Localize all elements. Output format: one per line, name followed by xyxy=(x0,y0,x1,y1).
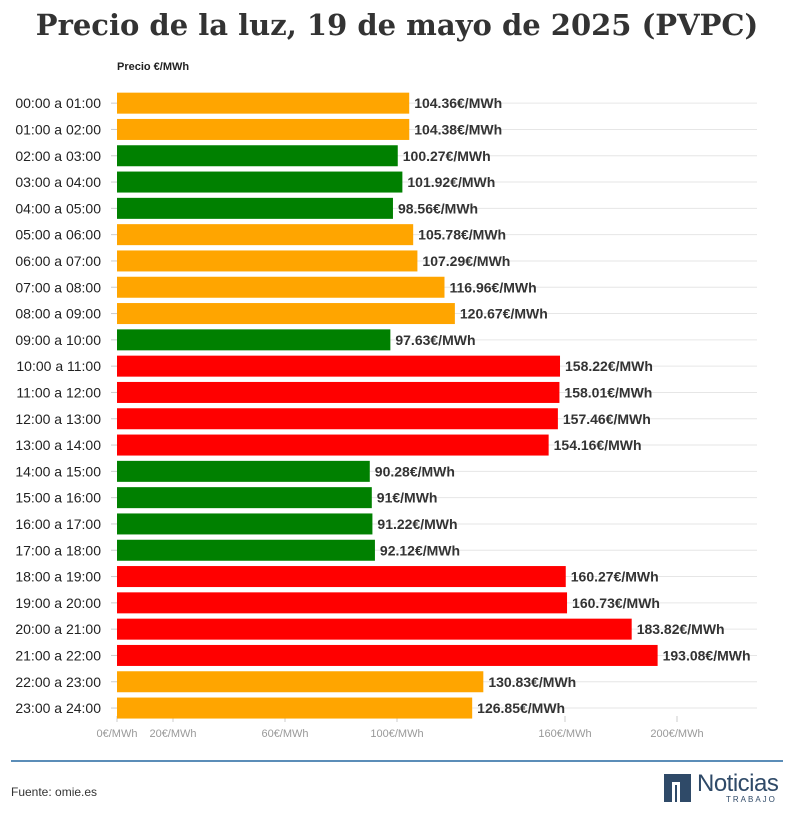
data-label: 105.78€/MWh xyxy=(418,227,506,243)
category-label: 12:00 a 13:00 xyxy=(15,411,101,427)
bar xyxy=(117,303,455,325)
bar xyxy=(117,697,473,719)
data-label: 126.85€/MWh xyxy=(477,700,565,716)
bar-chart: 0€/MWh 20€/MWh 60€/MWh 100€/MWh 160€/MWh 200€… xyxy=(15,92,757,740)
data-label: 91€/MWh xyxy=(377,490,438,506)
category-label: 01:00 a 02:00 xyxy=(15,121,101,137)
data-label: 101.92€/MWh xyxy=(407,174,495,190)
bar xyxy=(117,671,484,693)
bar xyxy=(117,145,398,167)
bar xyxy=(117,355,561,377)
brand-logo: Noticias TRABAJO xyxy=(664,770,786,805)
data-label: 158.01€/MWh xyxy=(564,384,652,400)
x-tick-label: 100€/MWh xyxy=(370,728,423,740)
category-label: 13:00 a 14:00 xyxy=(15,437,101,453)
category-label: 11:00 a 12:00 xyxy=(16,384,101,400)
data-label: 120.67€/MWh xyxy=(460,306,548,322)
category-label: 05:00 a 06:00 xyxy=(15,227,101,243)
data-label: 98.56€/MWh xyxy=(398,200,478,216)
x-tick-label: 20€/MWh xyxy=(149,728,196,740)
axis-label: Precio €/MWh xyxy=(117,61,190,73)
category-label: 09:00 a 10:00 xyxy=(15,332,101,348)
bar xyxy=(117,566,566,588)
category-label: 23:00 a 24:00 xyxy=(15,700,101,716)
category-label: 00:00 a 01:00 xyxy=(15,95,101,111)
bar xyxy=(117,513,373,535)
category-label: 08:00 a 09:00 xyxy=(15,306,101,322)
bar xyxy=(117,92,410,114)
bar xyxy=(117,408,558,430)
data-label: 183.82€/MWh xyxy=(637,621,725,637)
data-label: 130.83€/MWh xyxy=(488,674,576,690)
data-label: 100.27€/MWh xyxy=(403,148,491,164)
data-label: 104.36€/MWh xyxy=(414,95,502,111)
bar xyxy=(117,171,403,193)
category-label: 21:00 a 22:00 xyxy=(15,647,101,663)
data-label: 90.28€/MWh xyxy=(375,463,455,479)
brand-subtitle: TRABAJO xyxy=(726,795,777,804)
data-label: 193.08€/MWh xyxy=(663,647,751,663)
data-label: 160.73€/MWh xyxy=(572,595,660,611)
data-label: 158.22€/MWh xyxy=(565,358,653,374)
category-label: 02:00 a 03:00 xyxy=(15,148,101,164)
x-tick-label: 200€/MWh xyxy=(650,728,703,740)
data-label: 92.12€/MWh xyxy=(380,542,460,558)
footer-divider xyxy=(11,760,783,762)
category-label: 22:00 a 23:00 xyxy=(15,674,101,690)
bar xyxy=(117,539,375,561)
x-tick-label: 160€/MWh xyxy=(538,728,591,740)
bar xyxy=(117,644,658,666)
bar xyxy=(117,592,568,614)
category-label: 06:00 a 07:00 xyxy=(15,253,101,269)
data-label: 104.38€/MWh xyxy=(414,121,502,137)
bar xyxy=(117,224,414,246)
category-label: 20:00 a 21:00 xyxy=(15,621,101,637)
data-label: 154.16€/MWh xyxy=(554,437,642,453)
chart-title: Precio de la luz, 19 de mayo de 2025 (PV… xyxy=(35,8,759,42)
data-label: 157.46€/MWh xyxy=(563,411,651,427)
category-label: 19:00 a 20:00 xyxy=(15,595,101,611)
bar xyxy=(117,329,391,351)
bar xyxy=(117,250,418,272)
data-label: 116.96€/MWh xyxy=(449,279,536,295)
data-label: 160.27€/MWh xyxy=(571,569,659,585)
x-tick-label: 60€/MWh xyxy=(261,728,308,740)
bar xyxy=(117,276,445,298)
bar xyxy=(117,381,560,403)
bar xyxy=(117,434,549,456)
bar xyxy=(117,118,410,140)
x-tick-label: 0€/MWh xyxy=(97,728,138,740)
category-label: 16:00 a 17:00 xyxy=(15,516,101,532)
category-label: 04:00 a 05:00 xyxy=(15,200,101,216)
category-label: 17:00 a 18:00 xyxy=(15,542,101,558)
brand-n-icon xyxy=(664,774,691,802)
data-label: 91.22€/MWh xyxy=(377,516,457,532)
bar xyxy=(117,460,370,482)
data-label: 97.63€/MWh xyxy=(395,332,475,348)
category-label: 14:00 a 15:00 xyxy=(15,463,101,479)
category-label: 07:00 a 08:00 xyxy=(15,279,101,295)
category-label: 15:00 a 16:00 xyxy=(15,490,101,506)
source-note: Fuente: omie.es xyxy=(11,785,98,799)
category-label: 10:00 a 11:00 xyxy=(16,358,101,374)
brand-name: Noticias xyxy=(697,770,779,797)
data-label: 107.29€/MWh xyxy=(422,253,510,269)
bar xyxy=(117,197,393,219)
bar xyxy=(117,487,372,509)
category-label: 03:00 a 04:00 xyxy=(15,174,101,190)
bar xyxy=(117,618,632,640)
category-label: 18:00 a 19:00 xyxy=(15,569,101,585)
